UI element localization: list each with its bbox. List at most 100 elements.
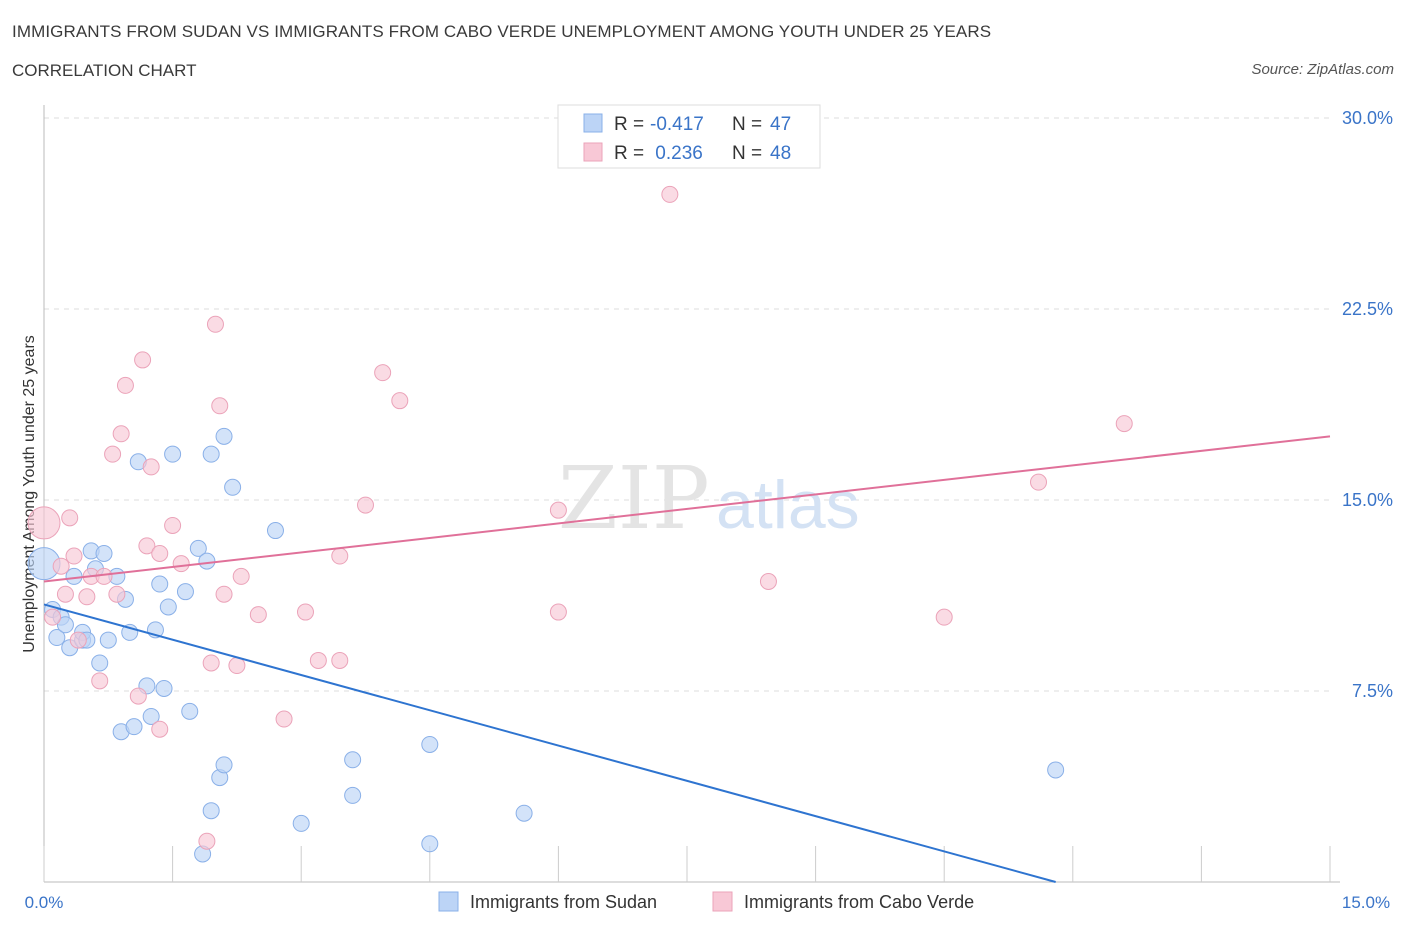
watermark-atlas: atlas bbox=[716, 467, 860, 543]
point-cabo-verde bbox=[116, 376, 134, 394]
point-sudan bbox=[189, 539, 207, 557]
stats-swatch-cabo-verde bbox=[583, 142, 603, 162]
point-cabo-verde bbox=[104, 445, 122, 463]
point-cabo-verde bbox=[61, 509, 79, 527]
point-cabo-verde bbox=[1030, 473, 1048, 491]
series-cabo-verde-points bbox=[27, 185, 1133, 850]
point-cabo-verde bbox=[78, 588, 96, 606]
point-sudan bbox=[215, 756, 233, 774]
series-sudan-points bbox=[27, 427, 1065, 863]
y-axis-tick-labels: 7.5% 15.0% 22.5% 30.0% bbox=[1342, 108, 1393, 701]
point-cabo-verde bbox=[91, 672, 109, 690]
point-sudan bbox=[176, 583, 194, 601]
point-sudan bbox=[266, 522, 284, 540]
stats-swatch-sudan bbox=[583, 113, 603, 133]
stats-n-label-cabo-verde: N = bbox=[732, 143, 762, 164]
point-cabo-verde bbox=[164, 516, 182, 534]
legend-swatch-cabo-verde bbox=[712, 891, 733, 912]
stats-r-label-sudan: R = bbox=[614, 114, 644, 135]
point-sudan bbox=[151, 575, 169, 593]
point-sudan bbox=[344, 786, 362, 804]
series-legend: Immigrants from Sudan Immigrants from Ca… bbox=[438, 891, 974, 912]
point-sudan bbox=[292, 814, 310, 832]
y-tick-label: 15.0% bbox=[1342, 490, 1393, 510]
point-sudan bbox=[1047, 761, 1065, 779]
trend-line-cabo-verde bbox=[43, 435, 1331, 583]
point-cabo-verde bbox=[138, 537, 156, 555]
point-cabo-verde bbox=[935, 608, 953, 626]
point-cabo-verde bbox=[391, 392, 409, 410]
point-cabo-verde bbox=[142, 458, 160, 476]
point-cabo-verde bbox=[275, 710, 293, 728]
point-sudan bbox=[56, 616, 74, 634]
point-cabo-verde bbox=[206, 315, 224, 333]
y-tick-label: 30.0% bbox=[1342, 108, 1393, 128]
point-cabo-verde bbox=[95, 567, 113, 585]
point-cabo-verde bbox=[69, 631, 87, 649]
point-cabo-verde bbox=[232, 567, 250, 585]
stats-legend: R = -0.417 N = 47 R = 0.236 N = 48 bbox=[557, 104, 821, 169]
point-cabo-verde bbox=[44, 608, 62, 626]
point-sudan bbox=[181, 702, 199, 720]
point-sudan bbox=[344, 751, 362, 769]
point-cabo-verde bbox=[331, 547, 349, 565]
point-sudan bbox=[202, 445, 220, 463]
point-sudan bbox=[515, 804, 533, 822]
point-cabo-verde bbox=[211, 397, 229, 415]
point-sudan bbox=[142, 707, 160, 725]
y-tick-label: 22.5% bbox=[1342, 299, 1393, 319]
point-cabo-verde bbox=[151, 720, 169, 738]
point-sudan bbox=[99, 631, 117, 649]
point-sudan bbox=[155, 679, 173, 697]
point-cabo-verde bbox=[65, 547, 83, 565]
chart-title: IMMIGRANTS FROM SUDAN VS IMMIGRANTS FROM… bbox=[12, 22, 992, 41]
point-sudan bbox=[202, 802, 220, 820]
point-cabo-verde bbox=[661, 185, 679, 203]
point-cabo-verde bbox=[374, 364, 392, 382]
point-cabo-verde bbox=[108, 585, 126, 603]
gridlines bbox=[44, 117, 1330, 692]
stats-r-value-sudan: -0.417 bbox=[650, 114, 704, 135]
point-sudan bbox=[65, 567, 83, 585]
point-sudan bbox=[198, 552, 216, 570]
point-cabo-verde bbox=[172, 555, 190, 573]
legend-label-sudan: Immigrants from Sudan bbox=[470, 892, 657, 912]
point-sudan bbox=[215, 427, 233, 445]
point-cabo-verde bbox=[56, 585, 74, 603]
point-sudan bbox=[421, 835, 439, 853]
point-cabo-verde bbox=[228, 657, 246, 675]
point-cabo-verde bbox=[134, 351, 152, 369]
point-cabo-verde bbox=[331, 651, 349, 669]
point-cabo-verde bbox=[27, 506, 61, 540]
stats-r-value-cabo-verde: 0.236 bbox=[650, 143, 703, 164]
point-cabo-verde bbox=[198, 832, 216, 850]
stats-n-label-sudan: N = bbox=[732, 114, 762, 135]
point-sudan bbox=[224, 478, 242, 496]
trend-line-sudan bbox=[43, 603, 1056, 883]
watermark-zip: ZIP bbox=[558, 449, 710, 549]
point-cabo-verde bbox=[357, 496, 374, 514]
point-sudan bbox=[421, 735, 439, 753]
point-cabo-verde bbox=[549, 501, 567, 519]
point-cabo-verde bbox=[549, 603, 567, 621]
legend-swatch-sudan bbox=[438, 891, 459, 912]
stats-r-label-cabo-verde: R = bbox=[614, 143, 644, 164]
point-sudan bbox=[48, 629, 66, 647]
point-sudan bbox=[91, 654, 109, 672]
x-axis-ticks bbox=[43, 846, 1331, 882]
point-cabo-verde bbox=[759, 572, 777, 590]
point-cabo-verde bbox=[309, 651, 327, 669]
stats-n-value-cabo-verde: 48 bbox=[770, 143, 791, 164]
point-cabo-verde bbox=[52, 557, 70, 575]
chart-subtitle: CORRELATION CHART bbox=[12, 61, 197, 80]
point-sudan bbox=[95, 544, 113, 562]
point-sudan bbox=[159, 598, 177, 616]
point-sudan bbox=[164, 445, 182, 463]
point-cabo-verde bbox=[249, 606, 267, 624]
point-cabo-verde bbox=[129, 687, 147, 705]
source-credit: Source: ZipAtlas.com bbox=[1251, 61, 1394, 78]
point-cabo-verde bbox=[151, 544, 169, 562]
point-sudan bbox=[125, 718, 143, 736]
point-cabo-verde bbox=[215, 585, 233, 603]
